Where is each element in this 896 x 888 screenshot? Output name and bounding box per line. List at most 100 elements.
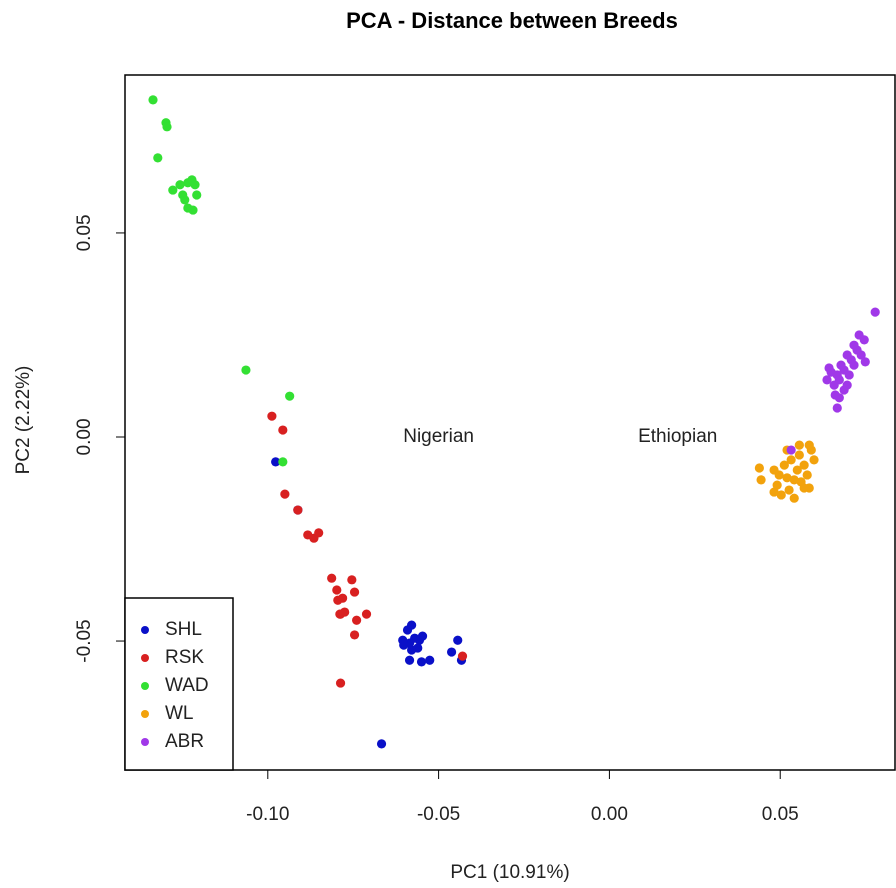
point	[162, 122, 172, 132]
point	[347, 575, 357, 585]
point	[352, 615, 362, 625]
point	[860, 357, 870, 367]
point	[280, 489, 290, 499]
point	[241, 365, 251, 375]
point	[802, 470, 812, 480]
chart-title: PCA - Distance between Breeds	[346, 8, 678, 33]
point	[794, 440, 804, 450]
point	[271, 457, 281, 467]
point	[822, 375, 832, 385]
point	[854, 330, 864, 340]
y-tick-label: -0.05	[74, 619, 95, 662]
point	[376, 739, 387, 749]
point	[792, 465, 802, 475]
y-tick-label: 0.00	[74, 418, 95, 455]
plot-frame	[124, 74, 896, 771]
y-axis-label: PC2 (2.22%)	[13, 366, 34, 475]
x-tick-label: 0.00	[591, 804, 628, 825]
point	[333, 595, 343, 605]
point	[180, 195, 190, 205]
point	[836, 360, 846, 370]
point	[175, 180, 185, 190]
point	[784, 485, 794, 495]
point	[416, 657, 427, 667]
point	[293, 505, 303, 515]
point	[192, 190, 202, 200]
point	[849, 360, 859, 370]
point	[361, 609, 372, 619]
legend-marker	[141, 682, 149, 690]
point	[756, 475, 766, 485]
point	[782, 473, 792, 483]
point	[407, 620, 417, 630]
point	[349, 630, 360, 640]
point	[446, 647, 457, 657]
point	[349, 587, 360, 597]
point	[824, 363, 834, 373]
point	[148, 95, 158, 105]
legend-label: SHL	[165, 619, 202, 640]
legend-label: WAD	[165, 675, 209, 696]
point	[327, 573, 337, 583]
point	[153, 153, 163, 163]
point	[168, 185, 178, 195]
legend-marker	[141, 626, 149, 634]
point	[842, 380, 852, 390]
point	[457, 651, 468, 661]
point	[856, 350, 866, 360]
point	[809, 455, 819, 465]
point	[754, 463, 764, 473]
point	[842, 350, 852, 360]
point	[794, 450, 804, 460]
x-axis-label: PC1 (10.91%)	[450, 862, 569, 883]
legend-label: RSK	[165, 647, 204, 668]
point	[870, 307, 880, 317]
point	[453, 635, 463, 645]
point	[786, 445, 796, 455]
point	[404, 655, 415, 665]
point	[779, 460, 789, 470]
point	[314, 528, 324, 538]
point	[789, 493, 799, 503]
point	[413, 643, 423, 653]
legend-label: ABR	[165, 731, 204, 752]
point	[335, 609, 346, 619]
x-tick-label: 0.05	[762, 804, 799, 825]
legend-label: WL	[165, 703, 194, 724]
x-tick-label: -0.10	[246, 804, 289, 825]
point	[335, 678, 346, 688]
point	[278, 457, 288, 467]
y-tick-label: 0.05	[74, 214, 95, 251]
annotation: Nigerian	[403, 426, 474, 447]
legend-marker	[141, 654, 149, 662]
point	[799, 483, 809, 493]
point	[285, 391, 295, 401]
legend-marker	[141, 738, 149, 746]
point	[769, 487, 779, 497]
point	[188, 205, 198, 215]
point	[832, 403, 842, 413]
point	[844, 370, 854, 380]
point	[789, 475, 799, 485]
point	[849, 340, 859, 350]
annotation: Ethiopian	[638, 426, 717, 447]
point	[804, 440, 814, 450]
point	[776, 490, 786, 500]
point	[830, 390, 840, 400]
point	[774, 470, 784, 480]
point	[772, 480, 782, 490]
point	[398, 635, 408, 645]
point	[786, 455, 796, 465]
point	[190, 180, 200, 190]
point	[278, 425, 288, 435]
point	[425, 655, 435, 665]
legend-marker	[141, 710, 149, 718]
x-tick-label: -0.05	[417, 804, 460, 825]
point	[417, 631, 428, 641]
point	[267, 411, 277, 421]
point	[332, 585, 342, 595]
point	[799, 460, 809, 470]
point	[829, 380, 839, 390]
